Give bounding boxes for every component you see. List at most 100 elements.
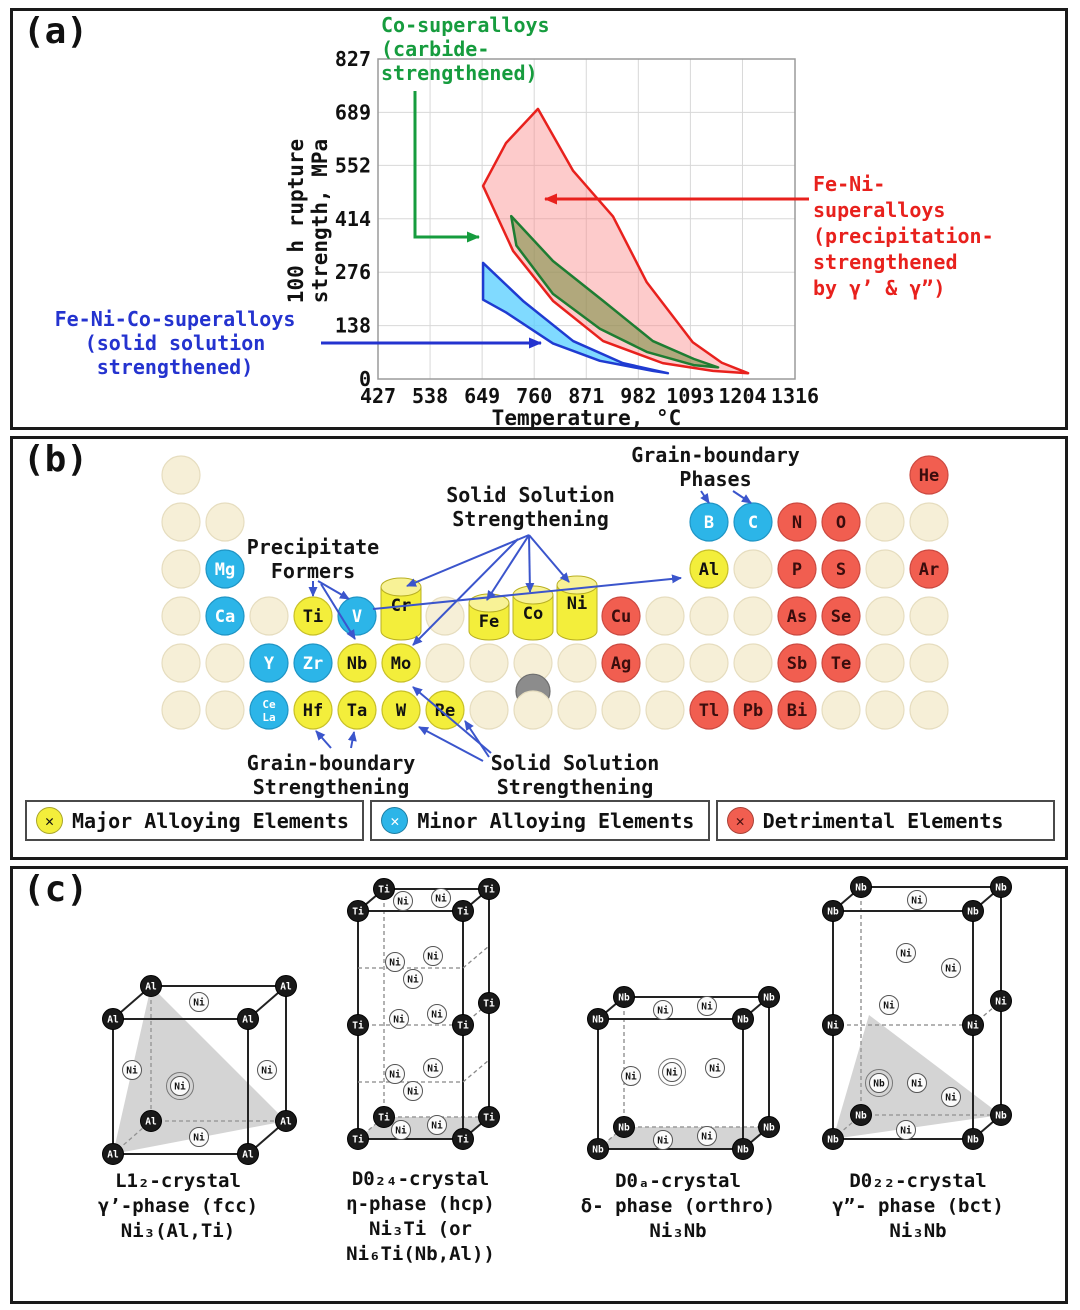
annotation-arrow <box>525 534 535 593</box>
svg-text:Sb: Sb <box>787 654 807 674</box>
atom-Ni <box>427 1115 447 1135</box>
svg-text:Ta: Ta <box>347 701 367 721</box>
atom-Nb <box>758 986 780 1008</box>
atom-Ni <box>907 890 927 910</box>
atom-Al <box>140 975 162 997</box>
solid-solution-strengthening-top-annotation: Solid Solution Strengthening <box>446 483 615 531</box>
element-Ta: Ta <box>337 690 377 730</box>
co-superalloys-arrow <box>413 91 480 243</box>
atom-Nb <box>869 1073 889 1093</box>
element-cell <box>645 643 685 683</box>
atom-Nb <box>822 900 844 922</box>
svg-text:Ti: Ti <box>457 1135 469 1146</box>
svg-text:Nb: Nb <box>763 1123 775 1134</box>
svg-text:Ni: Ni <box>657 1006 669 1017</box>
element-cell <box>557 643 597 683</box>
element-cell <box>161 690 201 730</box>
element-Mo: Mo <box>381 643 421 683</box>
atom-Ni <box>403 1081 423 1101</box>
x-tick-label: 649 <box>464 384 500 408</box>
svg-text:Ag: Ag <box>611 654 631 674</box>
svg-text:Nb: Nb <box>737 1145 749 1156</box>
plot-frame <box>377 58 796 380</box>
x-tick-label: 538 <box>412 384 448 408</box>
svg-text:Ni: Ni <box>967 1021 979 1032</box>
element-Fe: Fe <box>468 593 510 641</box>
svg-text:Nb: Nb <box>967 907 979 918</box>
svg-text:Nb: Nb <box>827 1135 839 1146</box>
atom-Ti <box>373 878 395 900</box>
y-tick-label: 552 <box>335 153 371 177</box>
x-tick-label: 1316 <box>771 384 819 408</box>
svg-text:La: La <box>262 711 275 724</box>
element-cell <box>205 502 245 542</box>
svg-text:Nb: Nb <box>827 907 839 918</box>
svg-text:Ni: Ni <box>431 1010 443 1021</box>
svg-text:Al: Al <box>145 1117 157 1128</box>
svg-text:Ce: Ce <box>262 698 276 711</box>
x-tick-label: 427 <box>360 384 396 408</box>
atom-Ti <box>347 1128 369 1150</box>
element-Cu: Cu <box>601 596 641 636</box>
svg-text:Al: Al <box>699 560 719 580</box>
legend-major-alloying: ✕ Major Alloying Elements <box>25 800 365 841</box>
element-cell <box>733 549 773 589</box>
annotation-arrow <box>347 731 357 749</box>
shaded-plane <box>598 1127 769 1149</box>
element-Zr: Zr <box>293 643 333 683</box>
atom-Ti <box>478 878 500 900</box>
element-Se: Se <box>821 596 861 636</box>
svg-text:Al: Al <box>280 982 292 993</box>
atom-Al <box>237 1008 259 1030</box>
svg-text:Se: Se <box>831 607 851 627</box>
atom-Ni <box>941 1087 961 1107</box>
atom-Ti <box>347 900 369 922</box>
svg-text:Ni: Ni <box>567 594 587 614</box>
svg-text:Ni: Ni <box>427 1064 439 1075</box>
atom-Ni <box>431 888 451 908</box>
element-Cr: Cr <box>380 577 422 641</box>
element-cell <box>469 643 509 683</box>
svg-text:Ti: Ti <box>483 999 495 1010</box>
element-cell <box>249 596 289 636</box>
fe-ni-co-superalloys-label: Fe-Ni-Co-superalloys (solid solution str… <box>54 307 296 379</box>
svg-text:Ti: Ti <box>483 885 495 896</box>
element-Ni: Ni <box>556 575 598 641</box>
crystal-d0a: Nb Nb Nb Nb Nb Nb Nb Nb Ni Ni Ni Ni Ni Ni Ni <box>587 986 780 1160</box>
svg-text:Ni: Ni <box>900 1126 912 1137</box>
major-alloying-mark-icon: ✕ <box>36 807 63 834</box>
atom-Ni <box>896 1120 916 1140</box>
svg-text:Al: Al <box>280 1117 292 1128</box>
atom-Ni <box>941 958 961 978</box>
element-cell <box>821 690 861 730</box>
element-cell <box>909 502 949 542</box>
atom-Nb <box>587 1138 609 1160</box>
element-cell <box>601 690 641 730</box>
atom-Nb <box>732 1138 754 1160</box>
svg-text:Nb: Nb <box>855 883 867 894</box>
svg-text:Ni: Ni <box>883 1001 895 1012</box>
atom-Ni <box>990 990 1012 1012</box>
atom-Ni <box>705 1058 725 1078</box>
atom-Ni <box>393 891 413 911</box>
element-B: B <box>689 502 729 542</box>
svg-text:P: P <box>792 560 802 580</box>
crystal-d024: Ti Ti Ti Ti Ti Ti Ti Ti Ti Ti Ti Ni Ni Ni Ni Ni Ni Ni Ni Ni… <box>347 878 500 1150</box>
svg-text:Ar: Ar <box>919 560 939 580</box>
crystal-l12: Al Al Al Al Al Al Al Al Ni Ni Ni Ni Ni <box>102 975 297 1165</box>
atom-Ti <box>452 900 474 922</box>
element-cell <box>557 690 597 730</box>
svg-text:Ti: Ti <box>457 1021 469 1032</box>
element-cell <box>161 455 201 495</box>
atom-Ni <box>385 1064 405 1084</box>
atom-Ti <box>452 1014 474 1036</box>
element-cell <box>689 643 729 683</box>
element-Y: Y <box>249 643 289 683</box>
svg-text:As: As <box>787 607 807 627</box>
svg-text:Nb: Nb <box>618 1123 630 1134</box>
svg-text:Mg: Mg <box>215 560 235 580</box>
svg-text:Ni: Ni <box>827 1021 839 1032</box>
element-cell <box>425 596 465 636</box>
